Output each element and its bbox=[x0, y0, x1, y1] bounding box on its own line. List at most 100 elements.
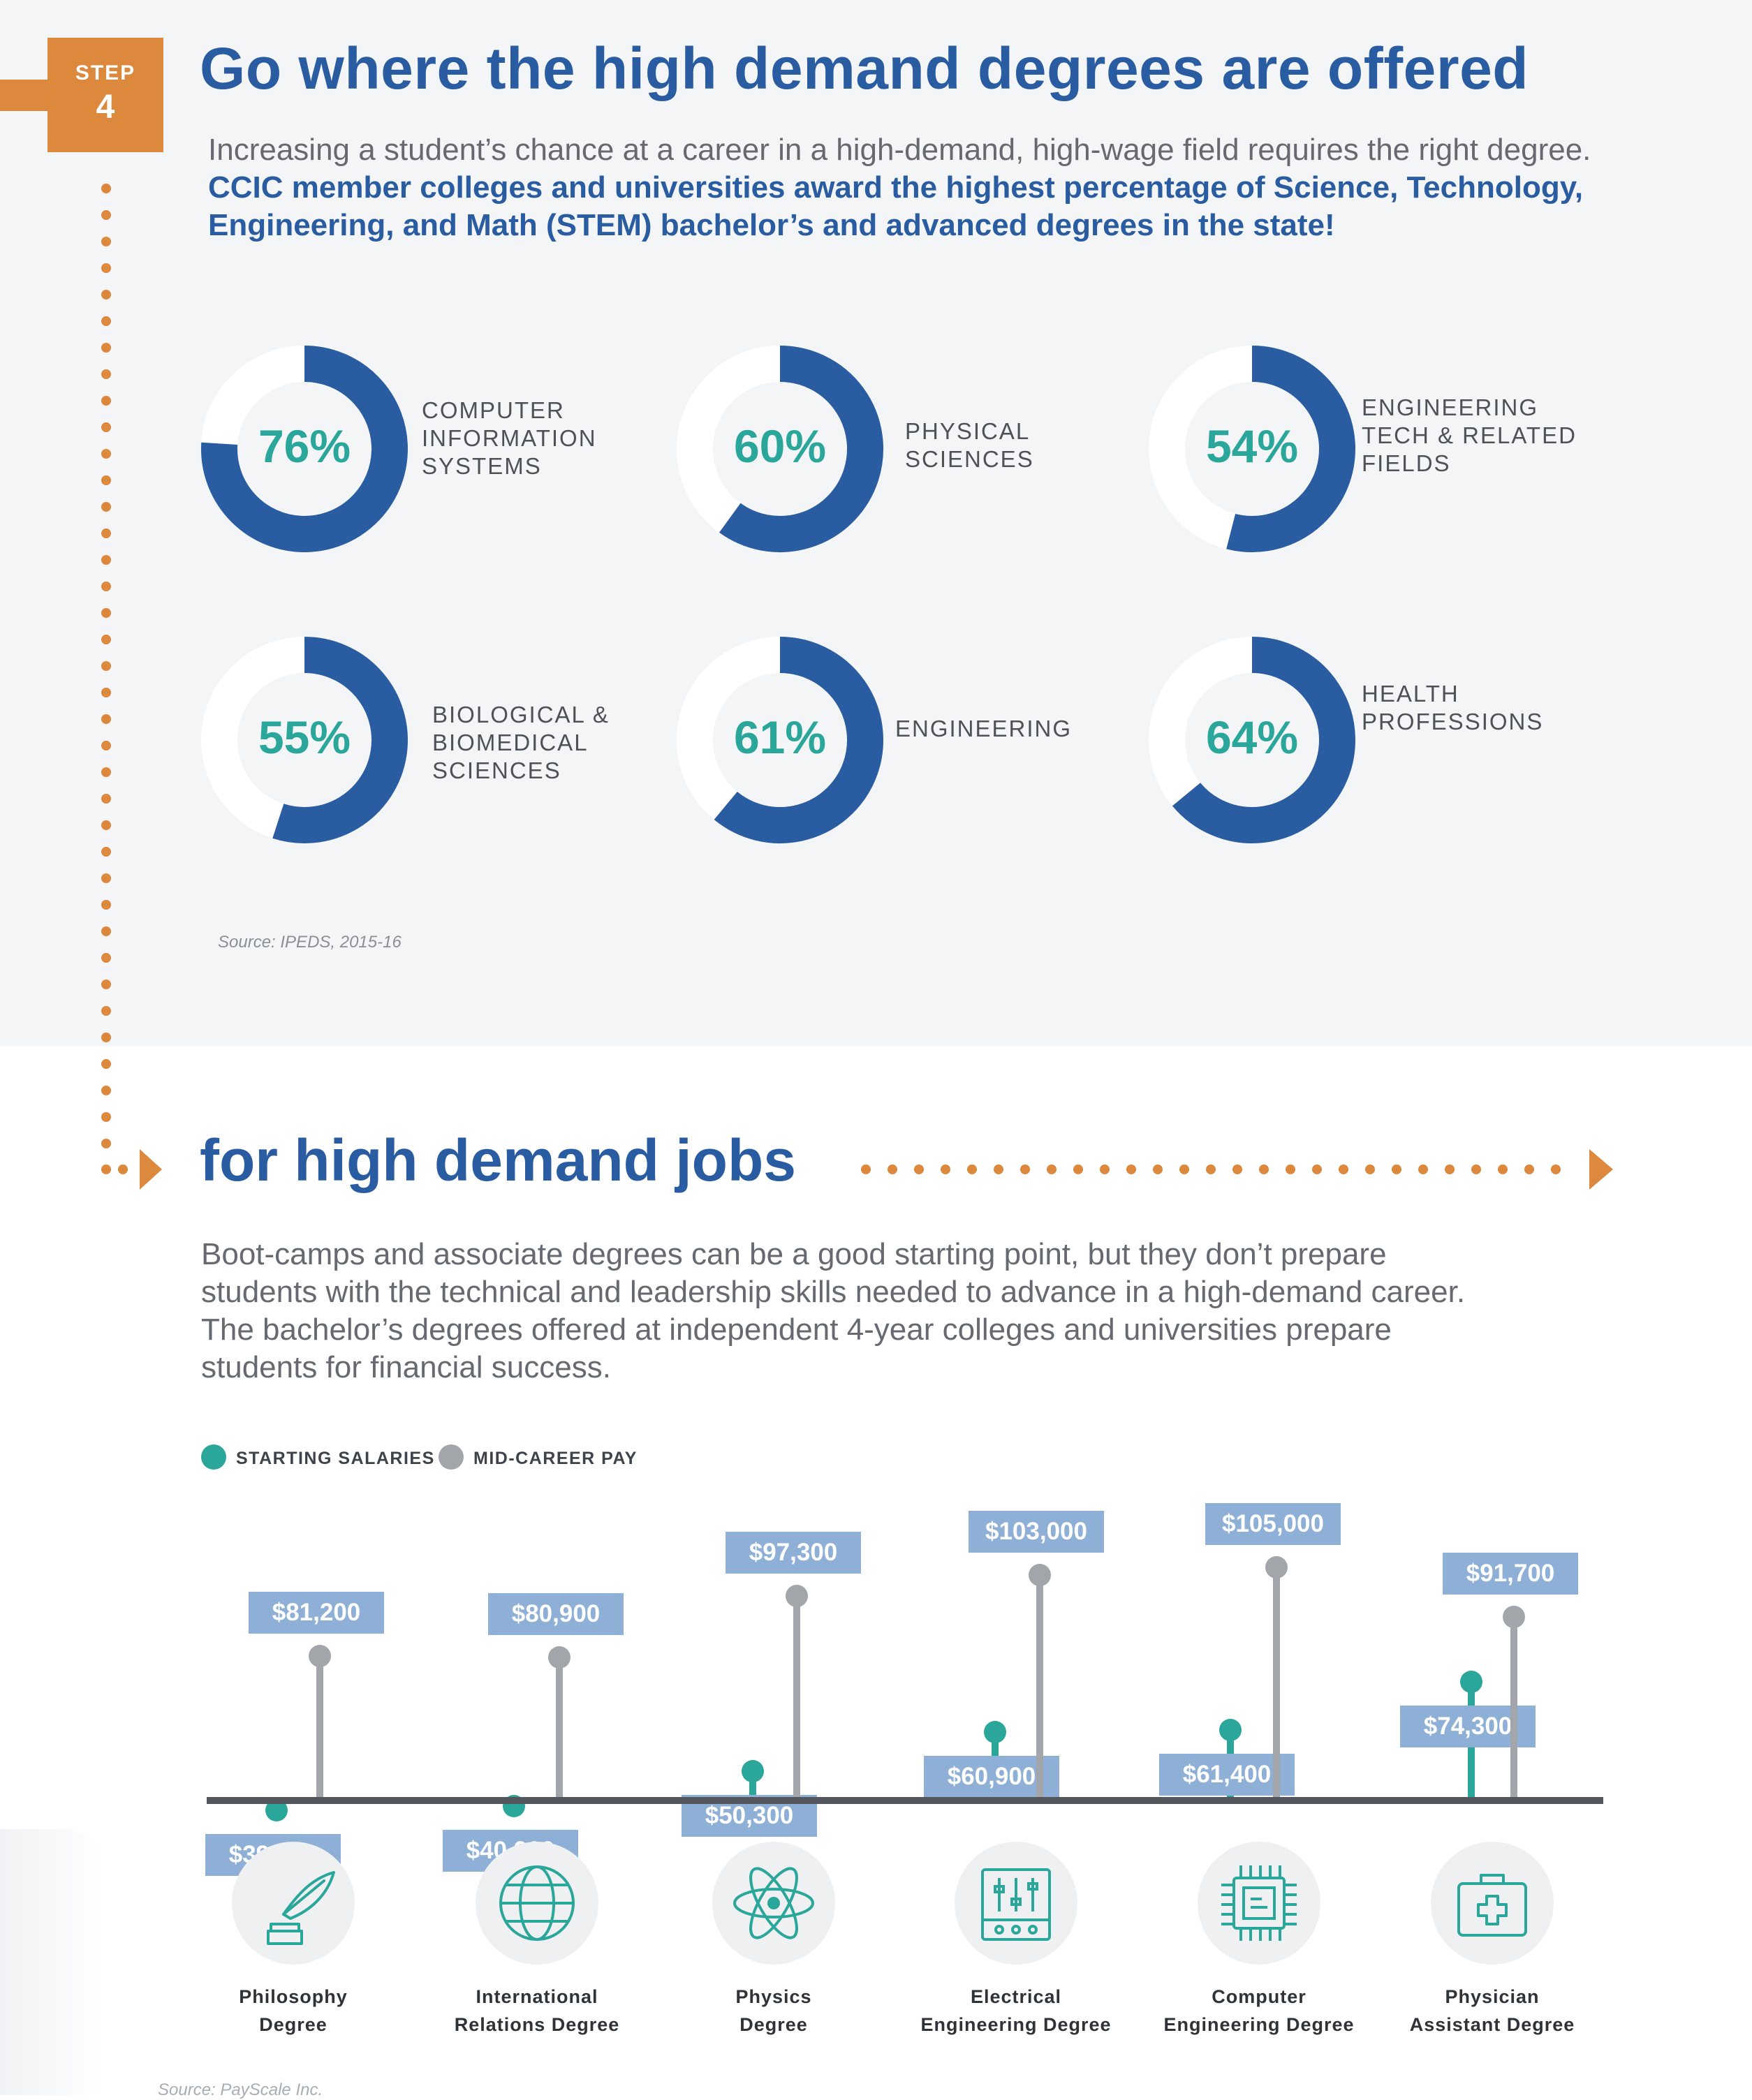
arrow-line-dot bbox=[1524, 1164, 1534, 1174]
arrow-line-dot bbox=[1073, 1164, 1083, 1174]
background-photo-fragment bbox=[0, 1829, 105, 2095]
donut-percent-label: 64% bbox=[1205, 711, 1299, 763]
timeline-arrowhead bbox=[140, 1149, 162, 1190]
timeline-dot bbox=[101, 1059, 111, 1069]
donut-percent-label: 55% bbox=[258, 711, 351, 763]
timeline-dot bbox=[101, 210, 111, 220]
timeline-dot bbox=[101, 184, 111, 193]
timeline-dot bbox=[101, 1006, 111, 1016]
arrow-line-dot bbox=[1471, 1164, 1481, 1174]
donut-arc bbox=[719, 346, 883, 552]
jobs-paragraph-line: students for financial success. bbox=[201, 1350, 611, 1384]
donut-arc bbox=[201, 346, 408, 552]
midcareer-pay-label: $80,900 bbox=[488, 1592, 624, 1635]
donut-category-label: COMPUTER INFORMATION SYSTEMS bbox=[422, 397, 597, 479]
control-panel-icon bbox=[955, 1842, 1077, 1965]
dotted-timeline bbox=[101, 184, 128, 1174]
stem-percentage-donuts bbox=[201, 346, 1355, 843]
step-number: 4 bbox=[96, 89, 115, 126]
midcareer-pay-stem bbox=[1273, 1567, 1280, 1797]
jobs-paragraph-line: students with the technical and leadersh… bbox=[201, 1275, 1466, 1309]
timeline-dot bbox=[101, 316, 111, 326]
jobs-paragraph-line: Boot-camps and associate degrees can be … bbox=[201, 1237, 1387, 1271]
dotted-arrow-line bbox=[861, 1164, 1561, 1174]
timeline-dot bbox=[101, 1033, 111, 1042]
category-label-philosophy: Philosophy Degree bbox=[239, 1986, 348, 2035]
donut-percent-label: 60% bbox=[733, 420, 827, 472]
step-label: STEP bbox=[75, 61, 136, 84]
arrow-line-dot bbox=[1047, 1164, 1057, 1174]
donut-category-label: BIOLOGICAL & BIOMEDICAL SCIENCES bbox=[432, 702, 610, 783]
arrow-line-dot bbox=[888, 1164, 897, 1174]
midcareer-pay-label: $91,700 bbox=[1443, 1553, 1578, 1595]
starting-salary-point bbox=[742, 1760, 764, 1783]
midcareer-pay-point bbox=[786, 1585, 808, 1608]
timeline-dot bbox=[101, 635, 111, 644]
timeline-dot bbox=[101, 1086, 111, 1095]
category-label-physics: Physics Degree bbox=[735, 1986, 812, 2035]
midcareer-pay-label: $81,200 bbox=[249, 1592, 384, 1634]
donut-arc bbox=[714, 637, 883, 843]
arrow-line-dot bbox=[1179, 1164, 1189, 1174]
timeline-dot bbox=[101, 343, 111, 353]
timeline-dot bbox=[101, 396, 111, 406]
midcareer-pay-point bbox=[548, 1646, 570, 1669]
intro-highlight-text: CCIC member colleges and universities aw… bbox=[208, 170, 1584, 242]
step-tab bbox=[0, 80, 49, 111]
starting-salary-point bbox=[1219, 1719, 1242, 1741]
timeline-dot bbox=[101, 369, 111, 379]
midcareer-pay-point bbox=[1265, 1556, 1288, 1579]
source-ipeds: Source: IPEDS, 2015-16 bbox=[218, 933, 402, 952]
jobs-section-title: for high demand jobs bbox=[200, 1127, 796, 1193]
timeline-dot bbox=[101, 714, 111, 724]
midcareer-pay-point bbox=[1029, 1563, 1051, 1586]
donut-percent-label: 76% bbox=[258, 420, 351, 472]
timeline-dot bbox=[101, 873, 111, 883]
timeline-dot bbox=[101, 820, 111, 830]
midcareer-pay-stem bbox=[1036, 1574, 1043, 1797]
arrow-line-arrowhead bbox=[1589, 1149, 1613, 1190]
midcareer-pay-stem bbox=[556, 1657, 563, 1797]
category-label-international-relations: International Relations Degree bbox=[454, 1986, 620, 2035]
donut-category-label: ENGINEERING bbox=[895, 716, 1073, 741]
arrow-line-dot bbox=[1126, 1164, 1136, 1174]
arrow-line-dot bbox=[1153, 1164, 1163, 1174]
timeline-dot bbox=[101, 1139, 111, 1148]
legend-starting-label: STARTING SALARIES bbox=[236, 1449, 435, 1468]
category-label-computer-engineering: Computer Engineering Degree bbox=[1163, 1986, 1355, 2035]
timeline-dot bbox=[101, 1164, 111, 1174]
timeline-dot bbox=[101, 767, 111, 777]
page-title: Go where the high demand degrees are off… bbox=[200, 36, 1529, 101]
timeline-dot bbox=[101, 555, 111, 565]
arrow-line-dot bbox=[994, 1164, 1003, 1174]
arrow-line-dot bbox=[1339, 1164, 1348, 1174]
timeline-dot bbox=[101, 741, 111, 750]
arrow-line-dot bbox=[1020, 1164, 1030, 1174]
jobs-paragraph: Boot-camps and associate degrees can be … bbox=[201, 1236, 1626, 1387]
arrow-line-dot bbox=[1498, 1164, 1508, 1174]
microchip-icon bbox=[1198, 1842, 1320, 1965]
arrow-line-dot bbox=[1551, 1164, 1561, 1174]
timeline-dot bbox=[101, 900, 111, 910]
intro-paragraph: Increasing a student’s chance at a caree… bbox=[208, 131, 1619, 244]
arrow-line-dot bbox=[1445, 1164, 1455, 1174]
midcareer-pay-label: $105,000 bbox=[1205, 1503, 1341, 1546]
timeline-dot bbox=[101, 953, 111, 963]
midcareer-pay-stem bbox=[316, 1656, 323, 1797]
donut-arc bbox=[272, 637, 408, 843]
intro-plain-text: Increasing a student’s chance at a caree… bbox=[208, 133, 1591, 167]
donut-arc bbox=[1172, 637, 1355, 843]
arrow-line-dot bbox=[1392, 1164, 1401, 1174]
donut-category-label: HEALTH PROFESSIONS bbox=[1362, 681, 1544, 734]
arrow-line-dot bbox=[1312, 1164, 1322, 1174]
arrow-line-dot bbox=[861, 1164, 871, 1174]
arrow-line-dot bbox=[941, 1164, 950, 1174]
donut-category-label: ENGINEERING TECH & RELATED FIELDS bbox=[1362, 394, 1577, 476]
arrow-line-dot bbox=[1100, 1164, 1110, 1174]
timeline-dot bbox=[101, 688, 111, 697]
arrow-line-dot bbox=[1232, 1164, 1242, 1174]
starting-salary-stem bbox=[749, 1771, 756, 1797]
donut-arc bbox=[1226, 346, 1355, 552]
arrow-line-dot bbox=[914, 1164, 924, 1174]
